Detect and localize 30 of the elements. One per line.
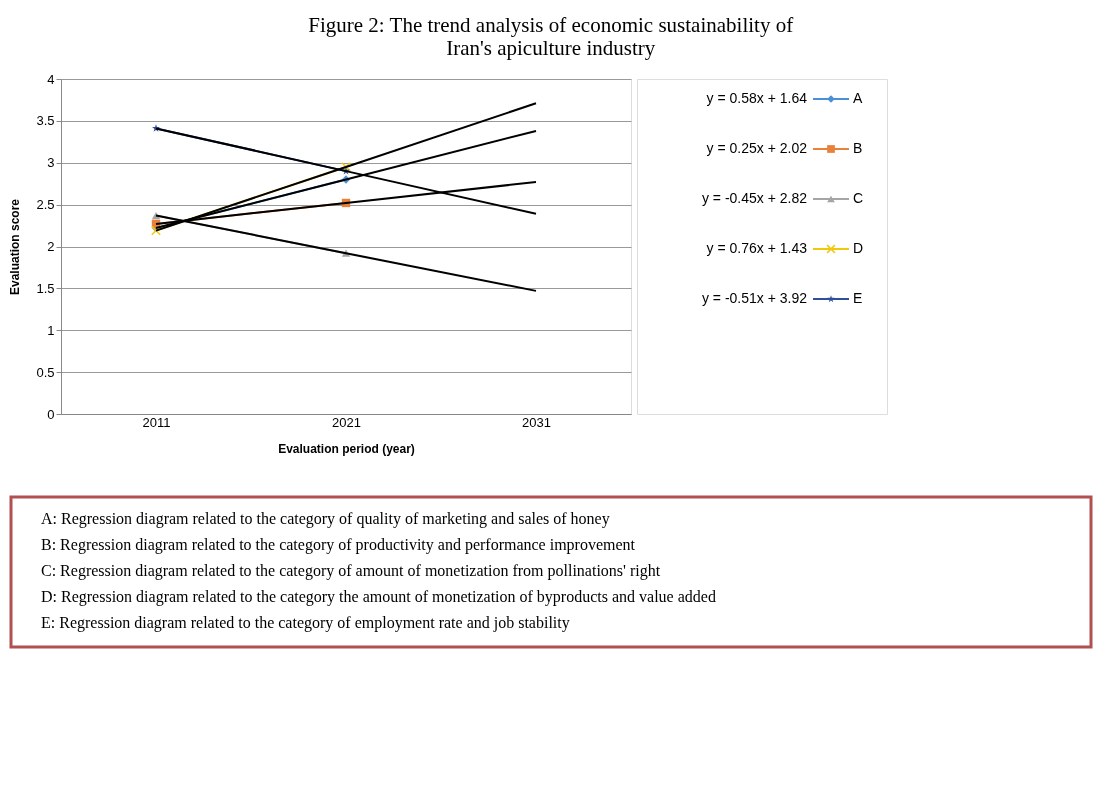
legend-label: B [853, 140, 863, 156]
text: y = -0.51x + 3.92 [701, 290, 808, 306]
y-tick-label: 3 [47, 155, 55, 171]
chart-title: Figure 2: The trend analysis of economic sustainability of Iran's apiculture industry [308, 12, 794, 60]
legend-label: D [853, 240, 864, 256]
text: y = 0.76x + 1.43 [706, 240, 808, 256]
text: y = -0.45x + 2.82 [701, 190, 808, 206]
y-tick-label: 1 [47, 322, 55, 338]
y-axis-title: Evaluation score [8, 198, 23, 296]
text: E: Regression diagram related to the category of employment rate and job stability [41, 614, 570, 632]
x-tick-label: 2011 [142, 414, 171, 430]
legend-label: C [853, 190, 864, 206]
text: D: Regression diagram related to the category the amount of monetization of byproducts and value added [41, 588, 716, 606]
y-tick-label: 4 [47, 71, 55, 87]
y-tick-label: 2.5 [36, 197, 55, 213]
y-tick-label: 1.5 [36, 280, 55, 296]
legend-label: A [853, 90, 863, 106]
text: C: Regression diagram related to the category of amount of monetization from pollinations' right [41, 562, 661, 580]
text: A: Regression diagram related to the category of quality of marketing and sales of honey [41, 510, 610, 528]
text: y = 0.58x + 1.64 [706, 90, 808, 106]
x-tick-label: 2021 [332, 414, 361, 430]
y-tick-label: 0 [47, 406, 55, 422]
legend-label: E [853, 290, 863, 306]
x-tick-label: 2031 [522, 414, 551, 430]
y-tick-label: 2 [47, 239, 55, 254]
y-tick-label: 0.5 [36, 364, 55, 380]
text: B: Regression diagram related to the category of productivity and performance improvement [41, 536, 636, 554]
y-tick-label: 3.5 [36, 113, 55, 129]
x-axis-title: Evaluation period (year) [278, 441, 415, 456]
text: y = 0.25x + 2.02 [706, 140, 808, 156]
